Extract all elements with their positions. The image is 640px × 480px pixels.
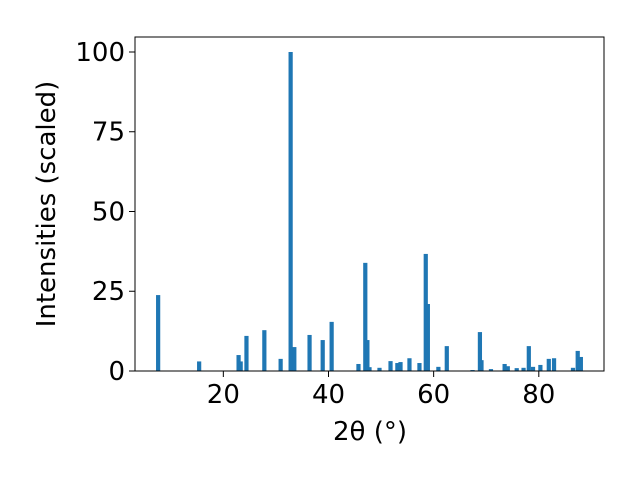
bar [551, 358, 557, 371]
y-tick-label: 75 [92, 118, 125, 148]
bar [425, 304, 430, 371]
bar [514, 368, 519, 371]
bar [388, 361, 393, 371]
bar [278, 358, 283, 371]
bar [570, 367, 576, 371]
bar [578, 356, 583, 371]
bar [365, 340, 370, 371]
bar [444, 346, 449, 371]
x-tick-label: 40 [312, 380, 345, 410]
bar [417, 363, 422, 371]
bar [156, 295, 161, 371]
bar [377, 367, 382, 371]
bar [288, 51, 293, 371]
bar [292, 347, 297, 371]
bar [477, 332, 483, 371]
bar [505, 366, 510, 371]
bar [436, 366, 441, 371]
bar [502, 363, 507, 371]
bar [320, 340, 325, 371]
bar [262, 330, 267, 371]
bar [356, 363, 361, 371]
x-axis-label: 2θ (°) [333, 417, 407, 447]
bar [398, 362, 403, 371]
bar [307, 334, 312, 371]
x-tick-label: 60 [417, 380, 450, 410]
bar [538, 364, 543, 371]
y-tick-label: 50 [92, 197, 125, 227]
bar [546, 358, 551, 371]
bar [197, 361, 202, 371]
bar [488, 369, 494, 371]
bar [238, 361, 243, 371]
x-tick-label: 80 [522, 380, 555, 410]
y-tick-label: 100 [75, 38, 125, 68]
bar [329, 321, 334, 371]
bar [530, 366, 536, 371]
y-tick-label: 0 [108, 357, 125, 387]
bar [575, 350, 580, 371]
y-axis-label: Intensities (scaled) [32, 81, 62, 328]
bar [479, 360, 484, 371]
plot-frame [134, 36, 605, 372]
bar [521, 367, 526, 371]
bar [395, 363, 400, 371]
bar [244, 335, 249, 371]
bar [367, 367, 372, 371]
y-tick-label: 25 [92, 277, 125, 307]
bar [526, 346, 531, 371]
bar [363, 262, 368, 371]
bar [407, 358, 412, 371]
x-tick-label: 20 [207, 380, 240, 410]
